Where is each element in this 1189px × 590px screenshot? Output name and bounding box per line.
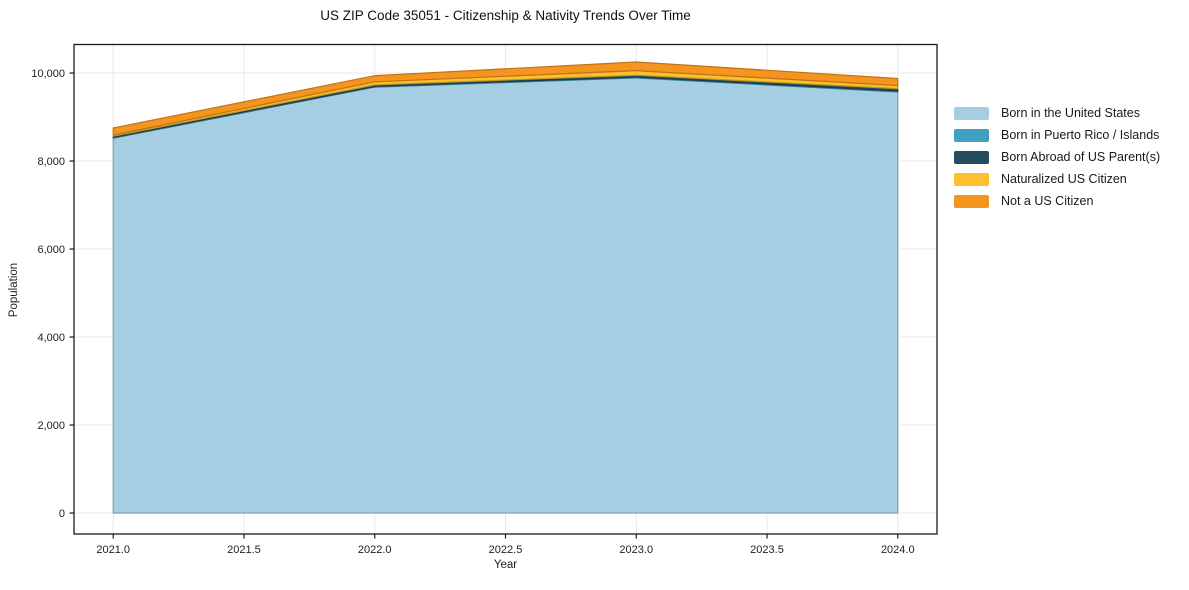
- legend-item: Naturalized US Citizen: [954, 168, 1160, 190]
- x-tick-label: 2021.5: [227, 544, 261, 556]
- x-tick-label: 2024.0: [881, 544, 915, 556]
- x-tick-label: 2021.0: [96, 544, 130, 556]
- x-tick-label: 2022.5: [489, 544, 523, 556]
- y-tick-label: 8,000: [37, 156, 65, 168]
- legend-label: Not a US Citizen: [1001, 194, 1094, 208]
- legend-label: Naturalized US Citizen: [1001, 172, 1127, 186]
- legend-swatch: [954, 150, 989, 164]
- y-tick-label: 0: [59, 508, 65, 520]
- legend-swatch: [954, 128, 989, 142]
- x-tick-label: 2022.0: [358, 544, 392, 556]
- area-series: [112, 77, 899, 514]
- y-tick-label: 10,000: [31, 68, 65, 80]
- legend-label: Born in the United States: [1001, 106, 1140, 120]
- legend-label: Born in Puerto Rico / Islands: [1001, 128, 1160, 142]
- legend-item: Born Abroad of US Parent(s): [954, 146, 1160, 168]
- legend: Born in the United States Born in Puerto …: [954, 102, 1160, 212]
- legend-swatch: [954, 106, 989, 120]
- legend-swatch: [954, 172, 989, 186]
- legend-item: Not a US Citizen: [954, 190, 1160, 212]
- y-axis-label: Population: [8, 262, 20, 318]
- y-tick-label: 4,000: [37, 332, 65, 344]
- legend-swatch: [954, 194, 989, 208]
- y-tick-label: 6,000: [37, 244, 65, 256]
- area-series: [112, 61, 899, 136]
- x-tick-label: 2023.5: [750, 544, 784, 556]
- y-tick-label: 2,000: [37, 420, 65, 432]
- x-tick-label: 2023.0: [619, 544, 653, 556]
- legend-item: Born in the United States: [954, 102, 1160, 124]
- chart-title: US ZIP Code 35051 - Citizenship & Nativi…: [320, 8, 691, 23]
- legend-item: Born in Puerto Rico / Islands: [954, 124, 1160, 146]
- legend-label: Born Abroad of US Parent(s): [1001, 150, 1161, 164]
- x-axis-label: Year: [493, 559, 518, 571]
